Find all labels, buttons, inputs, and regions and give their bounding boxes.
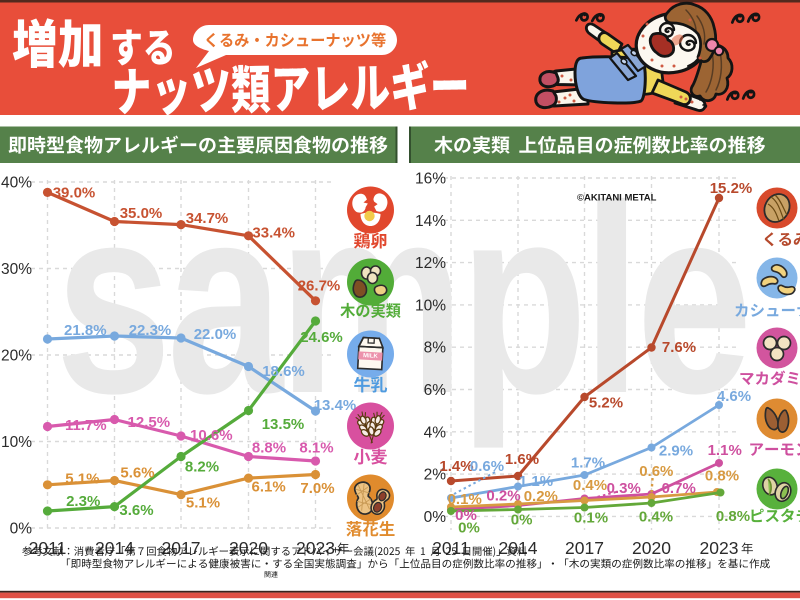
svg-text:8%: 8% — [424, 340, 447, 357]
svg-text:3.6%: 3.6% — [119, 502, 153, 519]
svg-text:2017: 2017 — [565, 538, 604, 558]
svg-text:40%: 40% — [1, 175, 32, 192]
svg-text:1.1%: 1.1% — [519, 473, 553, 490]
svg-text:0.7%: 0.7% — [662, 480, 696, 497]
svg-text:12.5%: 12.5% — [128, 414, 171, 431]
svg-text:2.9%: 2.9% — [659, 443, 693, 460]
svg-text:0.8%: 0.8% — [705, 468, 739, 485]
svg-text:0.4%: 0.4% — [639, 509, 673, 526]
svg-text:33.4%: 33.4% — [252, 225, 295, 242]
svg-text:10%: 10% — [415, 297, 446, 314]
svg-text:22.0%: 22.0% — [194, 326, 237, 343]
svg-text:0%: 0% — [458, 520, 480, 537]
svg-text:2020: 2020 — [229, 538, 268, 558]
svg-text:10%: 10% — [1, 434, 32, 451]
svg-text:22.3%: 22.3% — [129, 322, 172, 339]
svg-text:8.2%: 8.2% — [185, 459, 219, 476]
svg-text:1.1%: 1.1% — [708, 442, 742, 459]
svg-text:sample: sample — [55, 149, 747, 449]
svg-text:2023: 2023 — [296, 538, 335, 558]
svg-text:14%: 14% — [415, 213, 446, 230]
svg-text:1.6%: 1.6% — [505, 451, 539, 468]
svg-text:35.0%: 35.0% — [120, 205, 163, 222]
svg-text:10.6%: 10.6% — [190, 427, 233, 444]
svg-text:21.8%: 21.8% — [64, 322, 107, 339]
svg-text:1.7%: 1.7% — [571, 455, 605, 472]
svg-text:6%: 6% — [424, 382, 447, 399]
svg-text:6.1%: 6.1% — [251, 479, 285, 496]
svg-text:0.3%: 0.3% — [607, 480, 641, 497]
svg-text:20%: 20% — [1, 348, 32, 365]
svg-text:30%: 30% — [1, 261, 32, 278]
svg-text:0.4%: 0.4% — [573, 477, 607, 494]
svg-text:0.2%: 0.2% — [486, 488, 520, 505]
svg-text:5.2%: 5.2% — [589, 395, 623, 412]
svg-text:5.1%: 5.1% — [65, 471, 99, 488]
svg-text:0%: 0% — [511, 512, 533, 529]
svg-text:4.6%: 4.6% — [717, 388, 751, 405]
svg-text:1.4%: 1.4% — [439, 458, 473, 475]
svg-text:13.5%: 13.5% — [262, 416, 305, 433]
svg-text:MILK: MILK — [363, 353, 379, 360]
svg-text:0.6%: 0.6% — [470, 458, 504, 475]
svg-text:5.1%: 5.1% — [186, 495, 220, 512]
svg-text:11.7%: 11.7% — [65, 417, 107, 434]
svg-text:8.1%: 8.1% — [299, 440, 333, 457]
svg-text:2.3%: 2.3% — [66, 493, 100, 510]
svg-text:5.6%: 5.6% — [120, 465, 154, 482]
svg-text:2023: 2023 — [700, 538, 739, 558]
svg-text:0.6%: 0.6% — [639, 463, 673, 480]
svg-text:©AKITANI METAL: ©AKITANI METAL — [577, 193, 657, 204]
svg-text:7.0%: 7.0% — [300, 480, 334, 497]
svg-text:0%: 0% — [455, 507, 477, 524]
svg-text:15.2%: 15.2% — [710, 180, 753, 197]
svg-text:0.2%: 0.2% — [524, 488, 558, 505]
svg-text:24.6%: 24.6% — [300, 329, 343, 346]
svg-text:2%: 2% — [424, 467, 447, 484]
svg-text:18.6%: 18.6% — [262, 363, 305, 380]
svg-text:0%: 0% — [424, 509, 447, 526]
svg-text:4%: 4% — [424, 424, 447, 441]
svg-text:7.6%: 7.6% — [662, 339, 696, 356]
svg-text:39.0%: 39.0% — [53, 185, 96, 202]
svg-text:34.7%: 34.7% — [186, 210, 229, 227]
svg-text:0.1%: 0.1% — [448, 491, 482, 508]
svg-text:26.7%: 26.7% — [298, 278, 341, 295]
svg-text:0%: 0% — [10, 521, 33, 538]
svg-text:2020: 2020 — [632, 538, 671, 558]
svg-text:12%: 12% — [415, 255, 446, 272]
svg-text:0.1%: 0.1% — [574, 510, 608, 527]
svg-text:8.8%: 8.8% — [252, 440, 286, 457]
svg-text:13.4%: 13.4% — [314, 397, 357, 414]
svg-text:16%: 16% — [415, 171, 446, 188]
svg-text:2011: 2011 — [432, 538, 470, 558]
svg-text:0.8%: 0.8% — [716, 508, 750, 525]
